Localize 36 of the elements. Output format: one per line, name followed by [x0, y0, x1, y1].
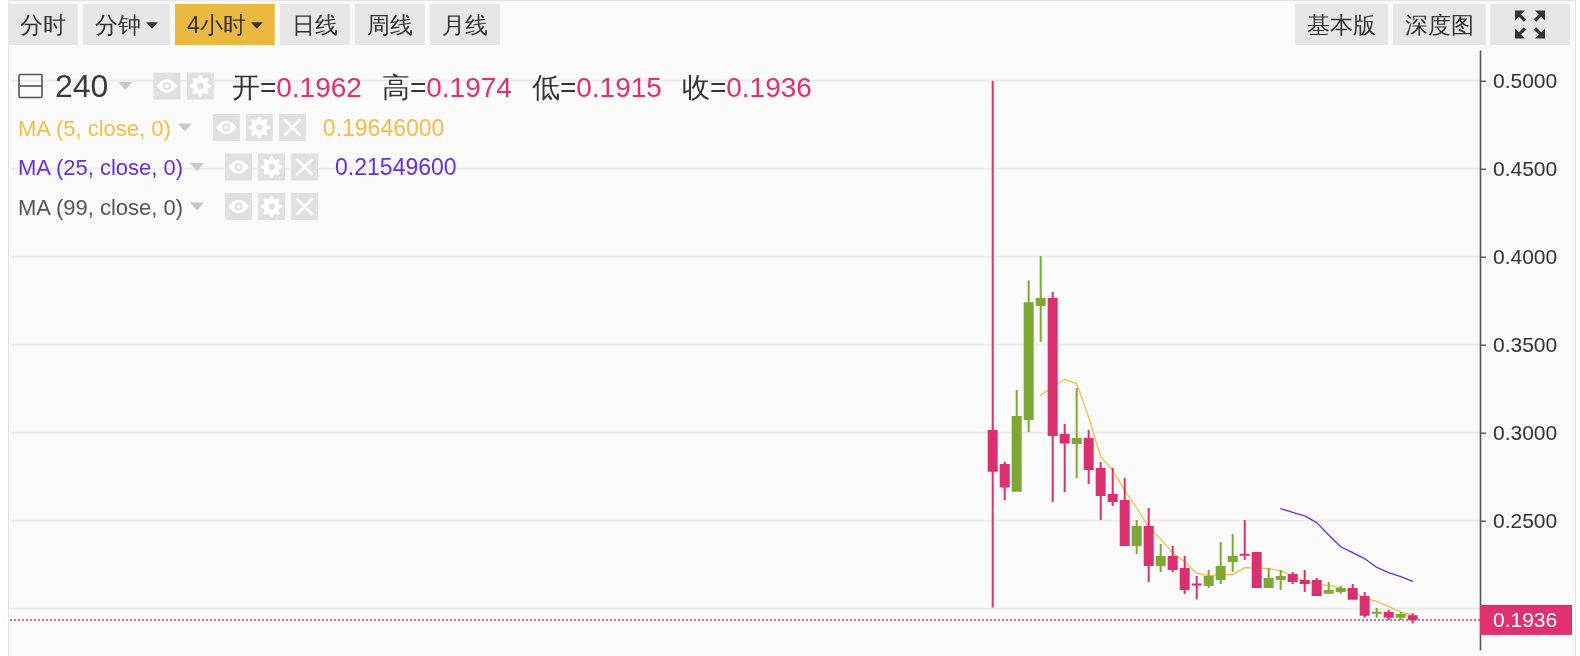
candlestick: [1059, 424, 1070, 492]
text: MA (25, close, 0): [18, 155, 184, 180]
legend-label: MA (99, close, 0): [18, 194, 184, 220]
text: 日线: [291, 11, 338, 38]
candlestick: [1299, 569, 1310, 592]
candlestick: [1239, 519, 1250, 561]
annotation: 0.21549600: [335, 154, 457, 180]
y-tick-label: 0.5000: [1493, 69, 1558, 93]
text: 分钟: [95, 11, 141, 38]
annotation: 开=0.1962: [231, 72, 362, 103]
text: 240: [55, 68, 109, 104]
annotation: 高=0.1974: [381, 72, 512, 103]
y-tick-label: 0.3000: [1493, 420, 1558, 444]
y-tick-label: 0.3500: [1493, 332, 1558, 356]
y-tick-label: 0.2500: [1493, 508, 1558, 532]
line-series: [1280, 508, 1414, 583]
text: MA (5, close, 0): [18, 115, 171, 141]
line-series: [1040, 378, 1414, 616]
ref-line-label: 0.1936: [1493, 608, 1558, 632]
text: 分时: [20, 11, 66, 38]
candlestick: [1035, 256, 1046, 342]
annotation: 低=0.1915: [531, 72, 662, 103]
candlestick: [1191, 575, 1202, 600]
text: 基本版: [1307, 11, 1376, 38]
text: 深度图: [1405, 11, 1474, 38]
text: 月线: [441, 11, 488, 38]
candlestick: [1371, 607, 1382, 618]
candlestick: [1227, 534, 1238, 573]
y-tick-label: 0.4000: [1493, 244, 1558, 268]
annotation: 0.19646000: [322, 114, 445, 141]
text: 周线: [366, 11, 413, 38]
candlestick: [987, 80, 998, 608]
candlestick: [1071, 388, 1082, 479]
text: 4小时: [187, 11, 246, 38]
annotation: 收=0.1936: [681, 72, 812, 103]
y-tick-label: 0.4500: [1493, 156, 1558, 180]
